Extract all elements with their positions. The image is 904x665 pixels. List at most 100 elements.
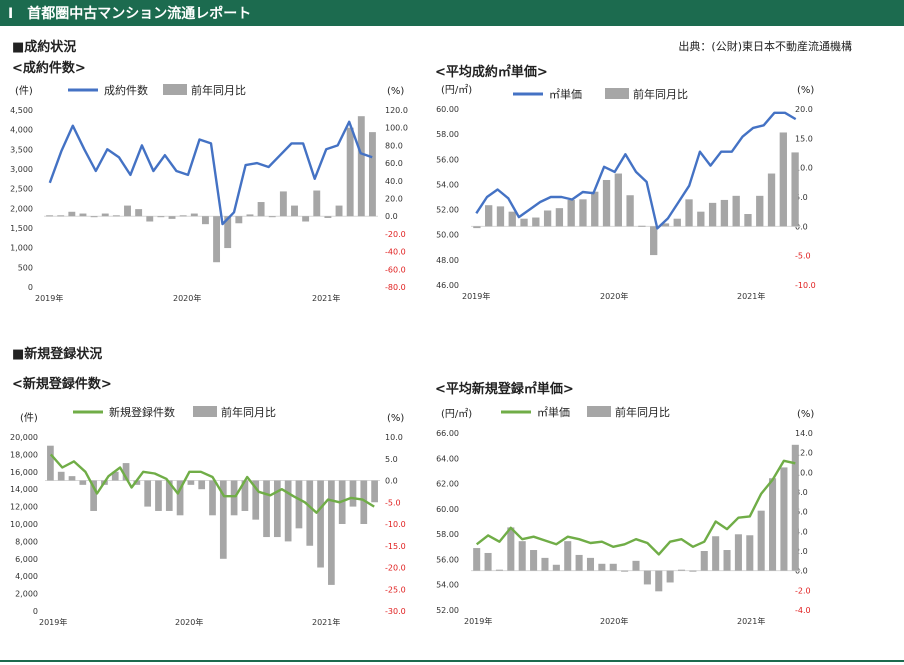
right-axis-unit: (%) [797, 409, 814, 420]
bar-yoy [673, 218, 681, 227]
bar-yoy [614, 173, 622, 227]
bar-yoy [133, 480, 141, 485]
chart-contract-price-svg: (円/㎡) (%) 60.00 58.00 56.00 54.00 52.00 50.00 48… [436, 84, 816, 301]
bar-yoy [263, 480, 270, 538]
right-tick-label: -30.0 [385, 607, 406, 616]
right-tick-label: 5.0 [385, 455, 398, 464]
series-line [49, 453, 375, 514]
chart-contract-count-svg: (件) (%) 4,500 4,000 3,500 3,000 2,500 2,000 1,50… [10, 83, 408, 303]
bar-yoy [484, 552, 492, 571]
bar-yoy [473, 548, 481, 571]
right-tick-label: -20.0 [385, 230, 406, 239]
left-axis-unit: (件) [15, 85, 33, 97]
right-tick-label: 12.0 [795, 449, 813, 458]
bar-yoy [496, 206, 505, 227]
bar-yoy [295, 480, 303, 529]
bar-yoy [661, 223, 670, 227]
bar-yoy [187, 480, 195, 485]
bar-yoy [198, 480, 206, 490]
left-tick-label: 4,500 [10, 106, 33, 115]
bar-yoy [609, 563, 617, 571]
right-tick-label: -10.0 [385, 520, 406, 529]
left-tick-label: 62.00 [436, 480, 459, 489]
bar-yoy [291, 205, 298, 217]
bar-yoy [567, 199, 575, 227]
chart-title-listing-count: <新規登録件数> [12, 377, 112, 392]
x-tick-label: 2020年 [175, 617, 203, 627]
bar-yoy [135, 209, 143, 217]
bar-yoy [744, 214, 752, 227]
left-tick-label: 60.00 [436, 505, 459, 514]
bar-yoy [176, 480, 184, 516]
left-tick-label: 52.00 [436, 606, 459, 615]
bar-yoy [791, 444, 799, 571]
x-tick-label: 2021年 [312, 617, 340, 627]
bar-yoy [543, 210, 552, 227]
report-title: Ⅰ 首都圏中古マンション流通レポート [8, 6, 252, 22]
bar-yoy [68, 476, 76, 481]
left-tick-label: 16,000 [10, 468, 38, 477]
bar-yoy [697, 211, 705, 227]
bar-yoy [586, 557, 595, 571]
bar-yoy [371, 480, 378, 503]
right-tick-label: 5.0 [795, 193, 808, 202]
bar-yoy [190, 213, 198, 217]
bar-yoy [720, 199, 729, 227]
chart-listing-price: (円/㎡) (%) 66.00 64.00 62.00 60.00 58.00 56.00 54… [425, 402, 865, 646]
bar-yoy [368, 132, 376, 217]
x-tick-label: 2021年 [312, 293, 340, 303]
left-tick-label: 60.00 [436, 105, 459, 114]
legend-line-label: ㎡単価 [537, 405, 570, 419]
bar-yoy [112, 215, 120, 217]
right-tick-label: -20.0 [385, 564, 406, 573]
bar-yoy [157, 216, 165, 218]
section-title-listings: ■新規登録状況 [12, 347, 103, 362]
left-tick-label: 66.00 [436, 429, 459, 438]
bar-yoy [90, 216, 98, 218]
left-tick-label: 18,000 [10, 450, 38, 459]
bar-yoy [219, 480, 227, 559]
legend-bar-swatch [605, 88, 629, 99]
bar-yoy [306, 480, 314, 546]
right-tick-label: 14.0 [795, 429, 813, 438]
chart-contract-price: (円/㎡) (%) 60.00 58.00 56.00 54.00 52.00 50.00 48… [425, 78, 865, 322]
bar-yoy [756, 195, 764, 227]
bar-yoy [111, 471, 119, 481]
bar-yoy [779, 132, 787, 227]
x-tick-label: 2019年 [39, 617, 67, 627]
bar-yoy [46, 215, 54, 217]
series-line [475, 111, 797, 230]
left-tick-label: 2,500 [10, 185, 33, 194]
footer-divider [0, 660, 904, 662]
chart-title-listing-price: <平均新規登録㎡単価> [435, 382, 574, 397]
bar-yoy [124, 205, 131, 217]
legend-line-label: 新規登録件数 [109, 405, 175, 419]
bar-yoy [746, 535, 754, 571]
bar-yoy [518, 541, 526, 571]
x-tick-label: 2021年 [737, 616, 765, 626]
bar-yoy [579, 199, 587, 227]
bar-yoy [273, 480, 281, 538]
right-tick-label: 60.0 [385, 159, 403, 168]
left-tick-label: 54.00 [436, 180, 459, 189]
chart-listing-count: (件) (%) 20,000 18,000 16,000 14,000 12,000 10,0… [0, 402, 440, 646]
bar-yoy [791, 152, 799, 227]
bar-yoy [241, 480, 249, 511]
right-tick-label: 6.0 [795, 508, 808, 517]
bar-yoy [144, 480, 152, 507]
right-tick-label: 0.0 [385, 477, 398, 486]
left-tick-label: 0 [33, 607, 38, 616]
right-tick-label: -2.0 [795, 586, 811, 595]
bar-yoy [146, 216, 154, 222]
chart-contract-count: (件) (%) 4,500 4,000 3,500 3,000 2,500 2,000 1,50… [0, 78, 440, 322]
right-axis-unit: (%) [797, 85, 814, 96]
bar-yoy [68, 211, 76, 217]
bar-yoy [757, 510, 765, 571]
series-line [475, 459, 796, 556]
right-tick-label: -5.0 [385, 498, 401, 507]
right-tick-label: 0.0 [795, 222, 808, 231]
bar-yoy [769, 478, 777, 571]
x-tick-label: 2020年 [173, 293, 201, 303]
chart-listing-price-svg: (円/㎡) (%) 66.00 64.00 62.00 60.00 58.00 56.00 54… [436, 405, 814, 626]
left-tick-label: 58.00 [436, 130, 459, 139]
